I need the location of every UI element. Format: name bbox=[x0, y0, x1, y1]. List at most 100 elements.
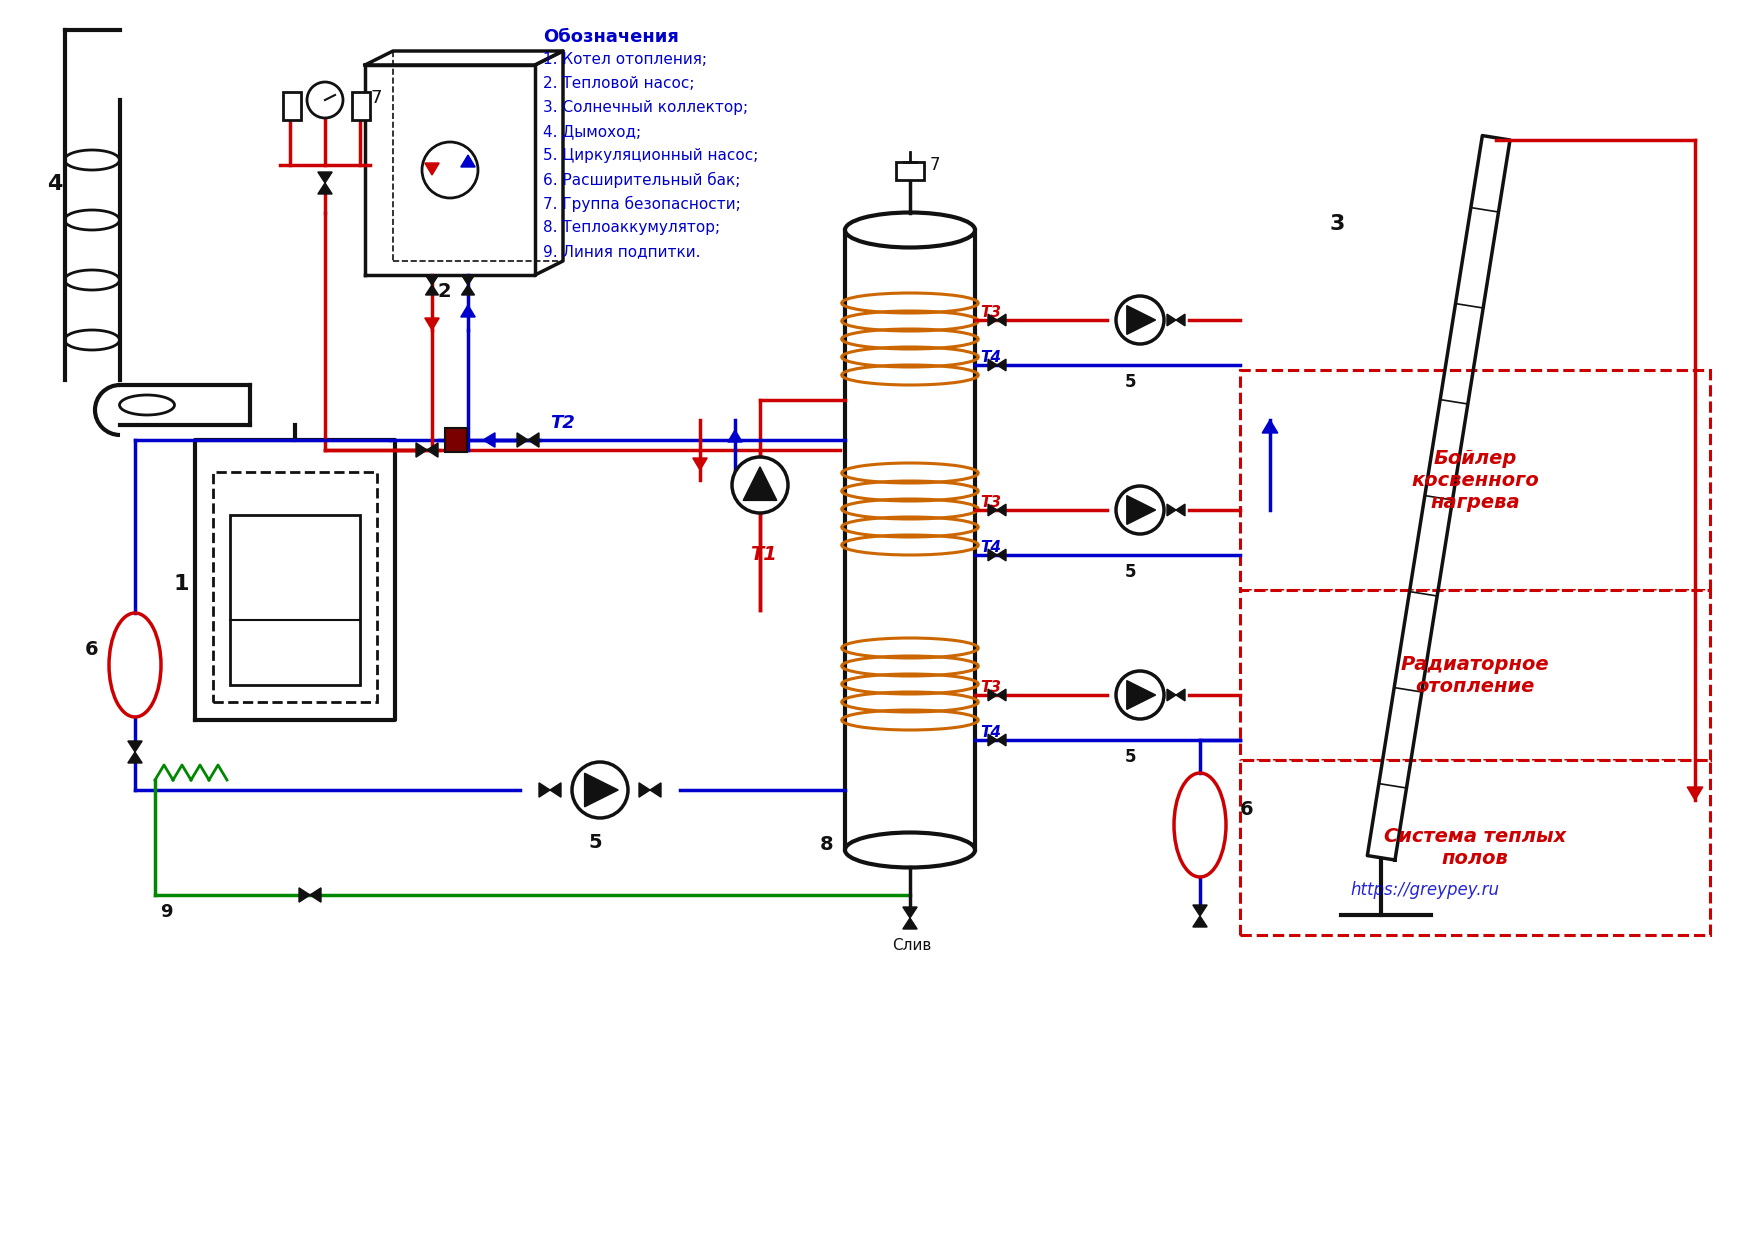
Polygon shape bbox=[1166, 505, 1175, 516]
Text: 1. Котел отопления;: 1. Котел отопления; bbox=[544, 52, 707, 67]
Text: 4. Дымоход;: 4. Дымоход; bbox=[544, 124, 642, 139]
Polygon shape bbox=[1126, 496, 1156, 525]
Text: 7. Группа безопасности;: 7. Группа безопасности; bbox=[544, 196, 740, 212]
Text: 9. Линия подпитки.: 9. Линия подпитки. bbox=[544, 244, 700, 259]
Bar bbox=[353, 92, 370, 120]
Circle shape bbox=[731, 458, 788, 513]
Text: 9: 9 bbox=[160, 903, 172, 921]
Polygon shape bbox=[1175, 314, 1186, 326]
Polygon shape bbox=[128, 742, 142, 751]
Polygon shape bbox=[538, 782, 551, 797]
Text: 7: 7 bbox=[370, 89, 382, 107]
Text: 5. Циркуляционный насос;: 5. Циркуляционный насос; bbox=[544, 148, 758, 162]
Bar bbox=[230, 515, 360, 684]
Polygon shape bbox=[461, 275, 475, 285]
Polygon shape bbox=[996, 314, 1007, 326]
Polygon shape bbox=[996, 734, 1007, 745]
Text: Радиаторное
отопление: Радиаторное отопление bbox=[1401, 655, 1549, 696]
Polygon shape bbox=[426, 285, 438, 295]
Circle shape bbox=[1116, 671, 1165, 719]
Polygon shape bbox=[988, 689, 996, 701]
Text: T1: T1 bbox=[751, 546, 777, 564]
Text: 5: 5 bbox=[1124, 563, 1137, 582]
Circle shape bbox=[1116, 296, 1165, 343]
Polygon shape bbox=[482, 433, 495, 448]
Text: 2: 2 bbox=[437, 281, 451, 301]
Bar bbox=[282, 92, 302, 120]
Polygon shape bbox=[988, 549, 996, 560]
Polygon shape bbox=[903, 918, 917, 929]
Polygon shape bbox=[988, 314, 996, 326]
Ellipse shape bbox=[845, 212, 975, 248]
Ellipse shape bbox=[845, 832, 975, 868]
Text: 5: 5 bbox=[1124, 748, 1137, 766]
Bar bbox=[446, 428, 467, 453]
Polygon shape bbox=[1126, 681, 1156, 709]
Polygon shape bbox=[298, 888, 310, 903]
Text: 7: 7 bbox=[930, 156, 940, 174]
Polygon shape bbox=[416, 443, 426, 458]
Polygon shape bbox=[996, 549, 1007, 560]
Polygon shape bbox=[424, 162, 438, 175]
Polygon shape bbox=[310, 888, 321, 903]
Polygon shape bbox=[1193, 916, 1207, 928]
Polygon shape bbox=[1263, 420, 1279, 433]
Bar bbox=[212, 472, 377, 702]
Polygon shape bbox=[517, 433, 528, 448]
Text: 6. Расширительный бак;: 6. Расширительный бак; bbox=[544, 172, 740, 188]
Text: 6: 6 bbox=[1240, 800, 1254, 818]
Text: T2: T2 bbox=[551, 414, 575, 432]
Polygon shape bbox=[551, 782, 561, 797]
Bar bbox=[1240, 370, 1710, 590]
Text: 5: 5 bbox=[588, 833, 602, 852]
Text: 3: 3 bbox=[1330, 215, 1345, 234]
Polygon shape bbox=[1193, 905, 1207, 916]
Text: 6: 6 bbox=[84, 640, 98, 658]
Polygon shape bbox=[638, 782, 651, 797]
Text: T3: T3 bbox=[980, 495, 1002, 510]
Polygon shape bbox=[426, 275, 438, 285]
Text: Слив: Слив bbox=[893, 937, 931, 954]
Text: 3. Солнечный коллектор;: 3. Солнечный коллектор; bbox=[544, 100, 749, 115]
Text: Бойлер
косвенного
нагрева: Бойлер косвенного нагрева bbox=[1412, 449, 1538, 511]
Polygon shape bbox=[317, 172, 332, 184]
Polygon shape bbox=[426, 443, 438, 458]
Text: T3: T3 bbox=[980, 680, 1002, 694]
Polygon shape bbox=[988, 734, 996, 745]
Circle shape bbox=[307, 82, 344, 118]
Polygon shape bbox=[988, 505, 996, 516]
Text: T4: T4 bbox=[980, 725, 1002, 740]
Bar bbox=[1240, 590, 1710, 760]
Polygon shape bbox=[584, 774, 617, 807]
Bar bbox=[1240, 760, 1710, 935]
Polygon shape bbox=[461, 305, 475, 317]
Polygon shape bbox=[461, 155, 475, 167]
Text: 5: 5 bbox=[1124, 373, 1137, 391]
Bar bbox=[896, 162, 924, 180]
Polygon shape bbox=[1175, 505, 1186, 516]
Polygon shape bbox=[461, 285, 475, 295]
Text: 4: 4 bbox=[47, 174, 63, 193]
Text: 8: 8 bbox=[821, 835, 833, 854]
Polygon shape bbox=[744, 466, 777, 501]
Polygon shape bbox=[528, 433, 538, 448]
Polygon shape bbox=[128, 751, 142, 763]
Polygon shape bbox=[903, 906, 917, 918]
Circle shape bbox=[572, 763, 628, 818]
Polygon shape bbox=[996, 360, 1007, 371]
Polygon shape bbox=[996, 505, 1007, 516]
Text: https://greypey.ru: https://greypey.ru bbox=[1351, 880, 1500, 899]
Polygon shape bbox=[424, 317, 438, 330]
Polygon shape bbox=[1126, 305, 1156, 335]
Polygon shape bbox=[651, 782, 661, 797]
Polygon shape bbox=[693, 458, 707, 470]
Polygon shape bbox=[996, 689, 1007, 701]
Text: Система теплых
полов: Система теплых полов bbox=[1384, 827, 1566, 868]
Circle shape bbox=[1116, 486, 1165, 534]
Text: 2. Тепловой насос;: 2. Тепловой насос; bbox=[544, 76, 695, 91]
Text: 8. Теплоаккумулятор;: 8. Теплоаккумулятор; bbox=[544, 219, 721, 236]
Text: T3: T3 bbox=[980, 305, 1002, 320]
Text: T4: T4 bbox=[980, 350, 1002, 365]
Text: Обозначения: Обозначения bbox=[544, 29, 679, 46]
Polygon shape bbox=[1166, 689, 1175, 701]
